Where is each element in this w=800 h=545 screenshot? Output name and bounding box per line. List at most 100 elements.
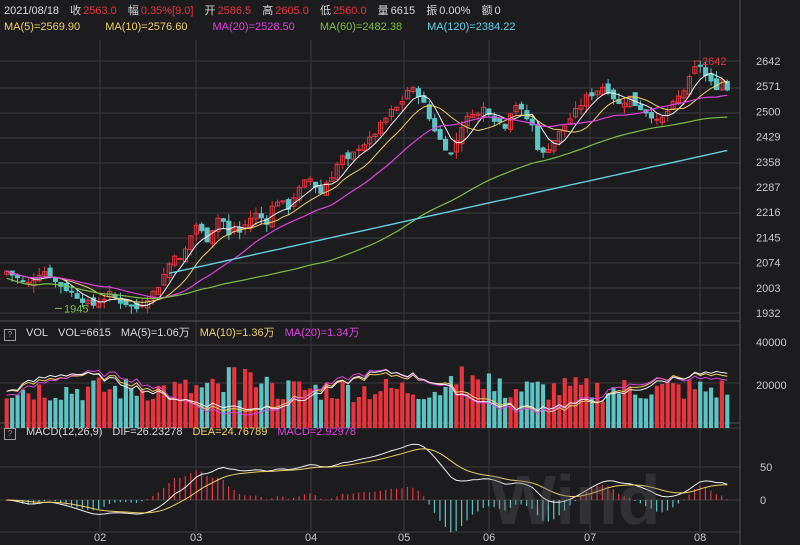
volume-bar — [671, 383, 676, 428]
volume-bar — [280, 399, 286, 428]
volume-bar — [578, 384, 584, 428]
volume-bar — [308, 388, 313, 428]
candle-body — [264, 218, 270, 225]
volume-bar — [432, 391, 437, 428]
macd-bar — [433, 500, 436, 513]
candle-body — [155, 286, 161, 296]
open-label: 开 — [204, 5, 216, 17]
volume-bar — [85, 386, 91, 428]
volume-bar — [394, 388, 399, 428]
volume-bar — [481, 388, 486, 428]
macd-bar — [271, 498, 273, 500]
volume-bar — [297, 381, 302, 428]
macd-name: MACD(12,26,9) — [26, 426, 103, 438]
candle-body — [334, 163, 340, 180]
volume-bar — [253, 387, 258, 428]
macd-bar — [309, 493, 311, 500]
volume-bar — [64, 386, 69, 428]
macd-bar — [238, 493, 241, 500]
macd-bar — [488, 500, 490, 507]
candle-body — [583, 94, 589, 107]
volume-bar — [107, 389, 112, 428]
macd-bar — [352, 493, 354, 500]
time-tick-label: 05 — [398, 532, 410, 544]
volume-bar — [318, 399, 324, 428]
macd-bar — [672, 500, 674, 508]
volume-tick-label: 40000 — [756, 337, 787, 349]
candle-body — [31, 279, 37, 287]
volume-bar — [226, 367, 231, 428]
volume-bar — [584, 378, 589, 428]
volume-bar — [676, 384, 681, 428]
candle-body — [350, 151, 357, 160]
volume-bar — [427, 397, 432, 428]
macd-bar — [704, 487, 707, 500]
volume-tick-label: 20000 — [756, 380, 787, 392]
macd-bar — [623, 496, 625, 500]
candle-body — [166, 263, 172, 279]
candle-body — [340, 155, 346, 165]
price-tick-label: 2145 — [756, 232, 780, 244]
volume-bar — [589, 397, 594, 428]
macd-help-icon[interactable]: ? — [4, 428, 16, 440]
candle-body — [589, 92, 595, 97]
candle-body — [193, 224, 199, 235]
candle-body — [318, 186, 324, 194]
volume-bar — [708, 387, 714, 428]
candle-body — [128, 304, 134, 307]
candle-body — [394, 106, 400, 111]
volume-bar — [80, 400, 85, 428]
candle-body — [74, 293, 80, 299]
macd-bar — [482, 500, 484, 508]
macd-bar — [710, 490, 712, 500]
macd-dea: DEA=24.76789 — [192, 426, 268, 438]
ma120-legend: MA(120)=2384.22 — [427, 21, 516, 33]
volume-bar — [633, 394, 638, 428]
macd-bar — [125, 500, 127, 503]
macd-bar — [542, 500, 544, 521]
macd-bar — [477, 500, 479, 512]
volume-bar — [459, 366, 464, 428]
volume-bar — [42, 397, 47, 428]
macd-bar — [612, 489, 614, 500]
macd-bar — [54, 500, 56, 502]
macd-bar — [255, 495, 257, 500]
macd-bar — [563, 500, 566, 511]
macd-bar — [260, 497, 262, 500]
candle-body — [697, 64, 703, 67]
ma20-line — [6, 94, 728, 299]
volume-bar — [562, 378, 567, 428]
macd-bar — [455, 500, 457, 532]
macd-bar — [81, 500, 83, 509]
candle-body — [14, 275, 21, 279]
volume-bar — [199, 387, 204, 428]
macd-bar — [385, 489, 387, 500]
volume-bar — [416, 399, 421, 428]
volume-bar — [611, 387, 616, 428]
macd-bar — [504, 500, 506, 511]
volume-help-icon[interactable]: ? — [4, 329, 16, 341]
macd-bar — [374, 491, 376, 500]
volume-bar — [205, 382, 210, 428]
macd-bar — [330, 498, 333, 500]
high-value: 2605.0 — [275, 5, 309, 17]
macd-tick-label: 0 — [760, 495, 766, 507]
macd-bar — [406, 487, 409, 500]
close-label: 收 — [70, 5, 82, 17]
annotations: 2642 1945 — [55, 56, 726, 315]
volume-bar — [53, 398, 58, 428]
volume-bar — [616, 393, 621, 428]
candle-body — [627, 95, 633, 108]
macd-bar — [547, 500, 549, 522]
macd-bar — [233, 489, 235, 500]
macd-bar — [49, 499, 51, 501]
volume-bar — [600, 401, 605, 428]
volume-bar — [15, 395, 20, 428]
candle-body — [681, 90, 687, 99]
candle-body — [675, 95, 682, 104]
candle-body — [491, 115, 497, 122]
candle-body — [47, 267, 53, 278]
low-label: 1945 — [64, 303, 88, 315]
candle-body — [605, 83, 611, 94]
